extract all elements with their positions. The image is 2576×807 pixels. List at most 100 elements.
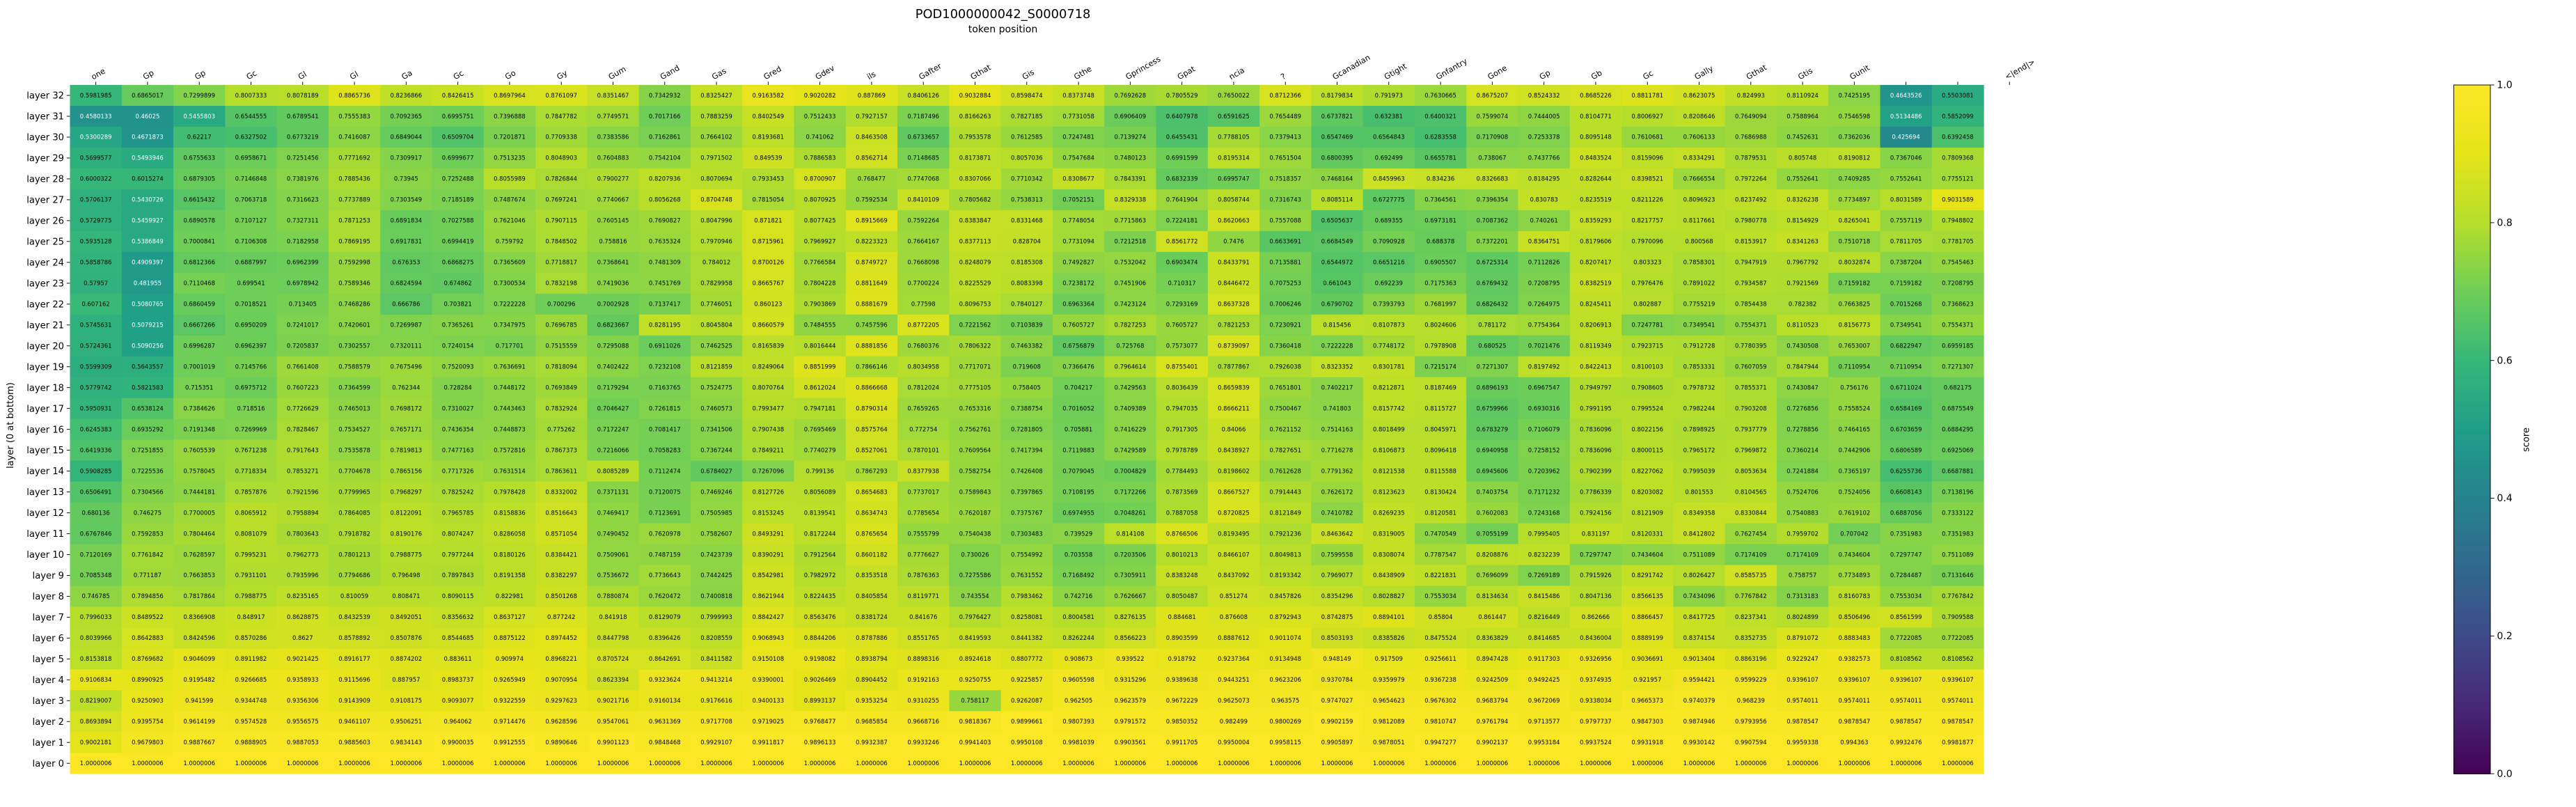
cell-value-label: 0.8100103: [1631, 363, 1663, 370]
cell-value-label: 0.7451906: [1115, 280, 1147, 287]
heatmap-cell: [1569, 627, 1622, 649]
cell-value-label: 0.7933453: [753, 175, 785, 182]
cell-value-label: 0.9654623: [1373, 697, 1405, 704]
heatmap-cell: [1518, 523, 1571, 545]
heatmap-cell: [1569, 314, 1622, 336]
heatmap-cell: [1156, 523, 1209, 545]
cell-value-label: 0.7426408: [1011, 467, 1043, 474]
cell-value-label: 0.9108175: [391, 697, 423, 704]
heatmap-cell: [1104, 460, 1157, 483]
colorbar-segment: [2453, 85, 2490, 89]
heatmap-cell: [897, 481, 950, 503]
colorbar-segment: [2453, 556, 2490, 561]
cell-value-label: 0.7269987: [391, 322, 423, 329]
heatmap-cell: [794, 586, 847, 607]
heatmap-cell: [1569, 230, 1622, 253]
heatmap-cell: [1362, 690, 1415, 712]
heatmap-cell: [1311, 502, 1364, 524]
cell-value-label: 0.7131646: [1942, 572, 1974, 579]
colorbar-segment: [2453, 505, 2490, 510]
cell-value-label: 0.704217: [1065, 384, 1092, 391]
heatmap-cell: [638, 105, 691, 127]
cell-value-label: 0.699541: [237, 280, 265, 287]
heatmap-cell: [897, 335, 950, 357]
cell-value-label: 0.7365609: [494, 259, 526, 266]
cell-value-label: 0.7761842: [132, 551, 164, 558]
cell-value-label: 0.9818367: [959, 718, 991, 725]
heatmap-cell: [1259, 418, 1312, 441]
heatmap-cell: [1156, 377, 1209, 399]
cell-value-label: 0.772754: [909, 425, 937, 432]
cell-value-label: 0.8120331: [1631, 530, 1663, 537]
cell-value-label: 0.877242: [547, 613, 575, 620]
cell-value-label: 0.7786339: [1580, 488, 1612, 495]
cell-value-label: 0.7912564: [804, 551, 836, 558]
cell-value-label: 0.808471: [392, 593, 420, 600]
heatmap-cell: [1104, 606, 1157, 628]
colorbar-segment: [2453, 346, 2490, 351]
heatmap-cell: [328, 418, 381, 441]
cell-value-label: 0.815456: [1323, 322, 1351, 329]
heatmap-cell: [328, 147, 381, 169]
cell-value-label: 0.758117: [961, 697, 989, 704]
heatmap-cell: [1931, 544, 1984, 566]
heatmap-cell: [432, 627, 485, 649]
cell-value-label: 0.7650022: [1218, 92, 1250, 99]
heatmap-cell: [638, 690, 691, 712]
heatmap-cell: [1156, 690, 1209, 712]
heatmap-cell: [1052, 398, 1105, 420]
heatmap-cell: [225, 272, 278, 295]
heatmap-cell: [1673, 210, 1726, 232]
heatmap-cell: [794, 565, 847, 586]
cell-value-label: 0.7780395: [1735, 343, 1767, 350]
cell-value-label: 0.8441382: [1011, 634, 1043, 641]
cell-value-label: 0.7592534: [856, 196, 888, 203]
cell-value-label: 0.7252488: [442, 175, 474, 182]
heatmap-cell: [1156, 481, 1209, 503]
cell-value-label: 0.8898316: [907, 655, 939, 662]
heatmap-cell: [1259, 147, 1312, 169]
heatmap-cell: [1156, 565, 1209, 586]
cell-value-label: 0.7700005: [183, 509, 215, 516]
heatmap-cell: [1362, 627, 1415, 649]
cell-value-label: 0.7921596: [287, 488, 319, 495]
cell-value-label: 0.7766584: [804, 259, 836, 266]
cell-value-label: 1.0000006: [1115, 760, 1147, 767]
heatmap-cell: [1414, 732, 1467, 753]
heatmap-cell: [1466, 126, 1519, 148]
heatmap-cell: [70, 439, 123, 462]
heatmap-cell: [225, 460, 278, 483]
heatmap-cell: [1828, 502, 1881, 524]
colorbar-segment: [2453, 157, 2490, 162]
heatmap-cell: [1000, 168, 1053, 190]
cell-value-label: 0.7804464: [183, 530, 215, 537]
heatmap-cell: [328, 126, 381, 148]
heatmap-cell: [897, 398, 950, 420]
cell-value-label: 0.8332002: [545, 488, 577, 495]
cell-value-label: 0.7582754: [959, 467, 991, 474]
heatmap-cell: [1414, 85, 1467, 107]
heatmap-cell: [276, 523, 329, 545]
cell-value-label: 0.7175363: [1424, 280, 1456, 287]
heatmap-cell: [1880, 398, 1933, 420]
cell-value-label: 0.8224435: [804, 593, 836, 600]
cell-value-label: 0.9160134: [649, 697, 681, 704]
cell-value-label: 0.7949797: [1580, 384, 1612, 391]
heatmap-cell: [1621, 418, 1674, 441]
heatmap-cell: [1259, 85, 1312, 107]
heatmap-cell: [1776, 460, 1829, 483]
cell-value-label: 0.5724361: [80, 343, 112, 350]
heatmap-cell: [1259, 126, 1312, 148]
cell-value-label: 0.7534527: [338, 425, 370, 432]
heatmap-cell: [173, 439, 226, 462]
heatmap-cell: [1104, 335, 1157, 357]
heatmap-cell: [1104, 189, 1157, 211]
heatmap-cell: [1828, 669, 1881, 691]
colorbar-tick-label: 0.6: [2497, 355, 2512, 366]
heatmap-cell: [1000, 586, 1053, 607]
cell-value-label: 0.746785: [81, 593, 109, 600]
cell-value-label: 0.8070925: [804, 196, 836, 203]
cell-value-label: 0.6773219: [287, 134, 319, 141]
cell-value-label: 0.9250755: [959, 676, 991, 683]
